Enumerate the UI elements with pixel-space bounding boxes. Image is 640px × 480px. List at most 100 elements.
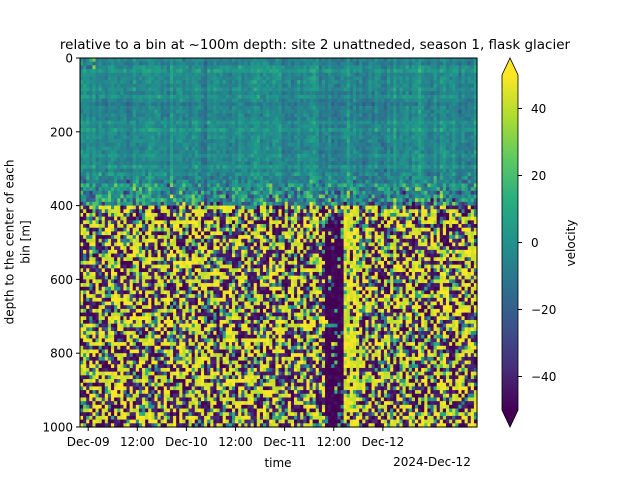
heatmap-cell [427,72,432,78]
heatmap-cell [396,135,401,140]
heatmap-cell [132,183,137,188]
heatmap-cell [157,161,162,166]
heatmap-cell [340,146,345,151]
heatmap-cell [445,58,450,63]
heatmap-cell [210,165,214,170]
heatmap-cell [337,161,342,166]
heatmap-cell [390,128,394,133]
heatmap-cell [135,146,140,151]
heatmap-cell [266,183,270,188]
heatmap-cell [396,124,401,129]
heatmap-cell [418,139,422,144]
heatmap-cell [151,65,156,70]
heatmap-cell [138,172,143,177]
heatmap-cell [123,168,128,173]
heatmap-cell [194,87,199,92]
heatmap-cell [213,83,218,89]
heatmap-cell [439,142,444,148]
heatmap-cell [421,168,425,173]
heatmap-cell [362,91,366,96]
heatmap-cell [340,69,345,74]
heatmap-cell [377,176,382,181]
heatmap-cell [129,105,134,111]
heatmap-cell [294,72,298,78]
heatmap-cell [120,198,125,203]
heatmap-cell [408,94,413,100]
heatmap-cell [241,194,245,199]
heatmap-cell [433,183,438,188]
heatmap-cell [340,102,345,107]
heatmap-cell [371,183,376,188]
heatmap-cell [123,187,128,192]
heatmap-cell [390,69,394,74]
heatmap-cell [92,109,97,114]
heatmap-cell [104,146,109,151]
heatmap-cell [228,142,233,148]
heatmap-cell [458,131,463,137]
heatmap-cell [396,58,401,63]
heatmap-cell [238,190,242,196]
heatmap-cell [241,76,245,81]
heatmap-cell [349,194,354,199]
heatmap-cell [163,94,168,100]
heatmap-cell [449,150,453,155]
heatmap-cell [427,194,432,199]
heatmap-cell [191,69,196,74]
heatmap-cell [461,65,466,70]
heatmap-cell [126,91,131,96]
heatmap-cell [207,80,211,85]
heatmap-cell [182,128,187,133]
heatmap-cell [250,187,255,192]
heatmap-cell [154,72,159,78]
heatmap-cell [461,102,466,107]
heatmap-cell [89,172,93,177]
heatmap-cell [148,91,152,96]
heatmap-cell [151,87,156,92]
heatmap-cell [374,190,379,196]
heatmap-cell [294,187,298,192]
heatmap-cell [169,172,174,177]
heatmap-cell [473,105,478,111]
heatmap-cell [349,117,354,122]
heatmap-cell [340,168,345,173]
heatmap-cell [151,139,156,144]
heatmap-cell [92,183,97,188]
heatmap-cell [173,150,177,155]
heatmap-cell [204,146,208,151]
heatmap-cell [380,94,385,100]
heatmap-cell [200,165,205,170]
heatmap-cell [123,183,128,188]
heatmap-cell [399,61,404,66]
heatmap-cell [321,58,326,63]
heatmap-cell [104,179,109,185]
heatmap-cell [297,135,301,140]
heatmap-cell [83,135,87,140]
heatmap-cell [160,168,165,173]
heatmap-cell [120,187,125,192]
heatmap-cell [275,76,280,81]
heatmap-cell [157,83,162,89]
heatmap-cell [402,168,407,173]
heatmap-cell [467,165,472,170]
heatmap-cell [154,113,159,118]
heatmap-cell [123,139,128,144]
heatmap-cell [126,194,131,199]
heatmap-cell [359,135,363,140]
heatmap-cell [297,87,301,92]
heatmap-cell [179,83,183,89]
heatmap-cell [325,113,329,118]
heatmap-cell [377,76,382,81]
heatmap-cell [247,194,252,199]
heatmap-cell [439,168,444,173]
heatmap-cell [132,176,137,181]
heatmap-cell [294,87,298,92]
heatmap-cell [321,194,326,199]
heatmap-cell [461,183,466,188]
heatmap-cell [430,91,435,96]
heatmap-cell [294,117,298,122]
heatmap-cell [200,179,205,185]
heatmap-cell [449,139,453,144]
heatmap-cell [247,157,252,162]
heatmap-cell [424,161,428,166]
heatmap-cell [445,157,450,162]
